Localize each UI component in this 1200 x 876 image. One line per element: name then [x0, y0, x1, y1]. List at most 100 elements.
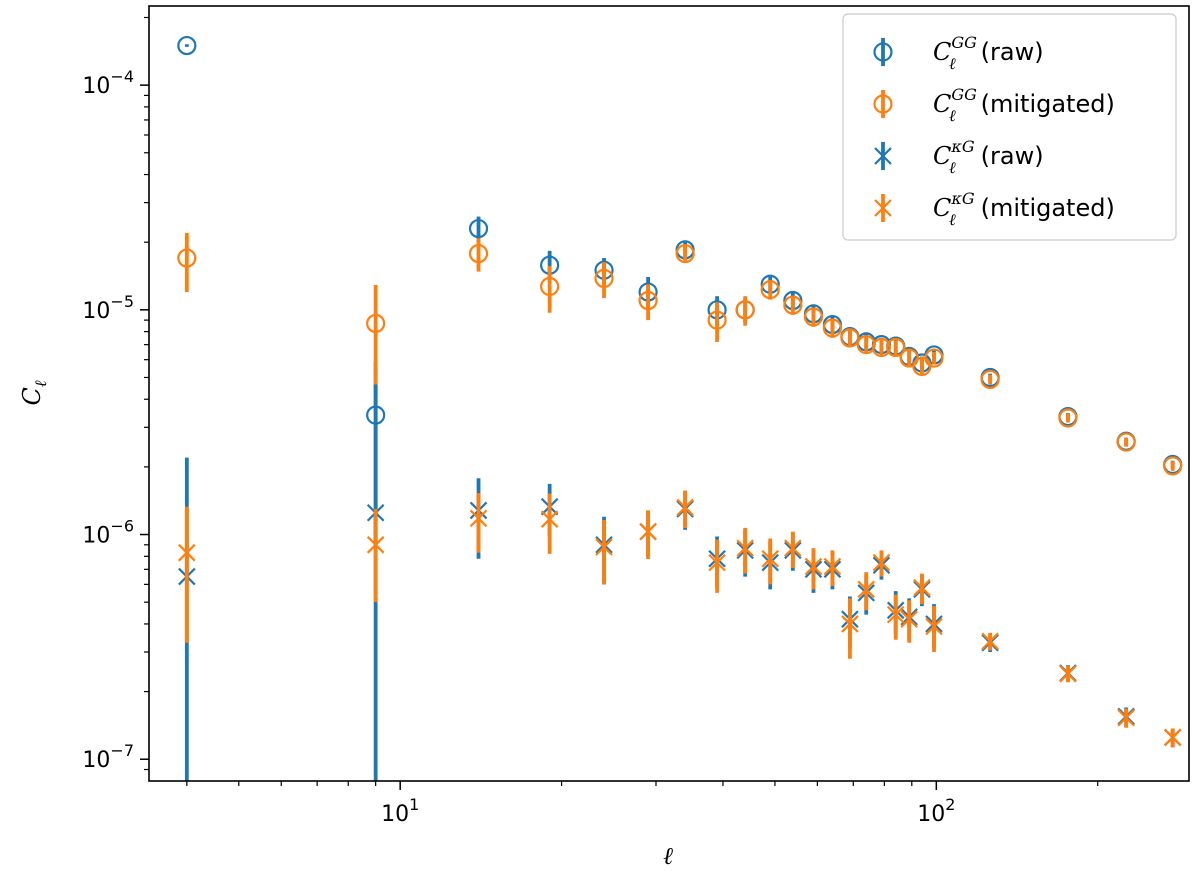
data-point	[178, 543, 196, 562]
data-point	[886, 337, 906, 358]
data-point	[366, 313, 386, 334]
svg-text:Cℓ: Cℓ	[18, 380, 50, 405]
legend-label-main: C	[933, 142, 951, 170]
legend-label: CκG ℓ (mitigated)	[933, 189, 1115, 229]
y-tick-mantissa: 10	[82, 299, 110, 324]
y-tick-mantissa: 10	[82, 74, 110, 99]
data-point	[736, 539, 754, 557]
legend-item-1: CGG ℓ (mitigated)	[873, 85, 1115, 125]
data-point	[540, 510, 559, 528]
data-point	[872, 553, 891, 572]
legend-label-suffix: (mitigated)	[973, 194, 1115, 222]
data-point	[1058, 408, 1078, 428]
legend-label-main: C	[933, 38, 951, 66]
data-point	[803, 307, 824, 327]
x-tick-mantissa: 10	[917, 802, 945, 827]
y-axis-label-sub: ℓ	[31, 380, 50, 387]
data-point	[639, 522, 657, 541]
data-point	[366, 536, 385, 554]
legend-label: CGG ℓ (mitigated)	[933, 85, 1115, 125]
y-axis-label-main: C	[18, 387, 46, 405]
series-1	[177, 232, 1183, 476]
data-point	[1163, 728, 1182, 747]
data-point	[469, 509, 488, 528]
data-point	[822, 318, 843, 338]
data-point	[913, 578, 931, 597]
data-point	[840, 328, 860, 348]
legend-label-main: C	[933, 194, 951, 222]
y-tick-exponent: −6	[110, 517, 134, 536]
y-tick-exponent: −4	[110, 67, 134, 86]
legend-label-sub: ℓ	[949, 158, 956, 177]
x-tick-mantissa: 10	[381, 802, 409, 827]
data-layer	[177, 35, 1183, 781]
data-point	[468, 218, 489, 239]
data-point	[924, 348, 944, 368]
data-point	[708, 553, 726, 572]
data-point	[900, 610, 918, 628]
major-ticks	[140, 84, 938, 790]
legend-label-main: C	[933, 90, 951, 118]
data-point	[177, 248, 197, 268]
data-point	[857, 580, 875, 599]
y-tick-label: 10−5	[82, 292, 134, 324]
legend-item-0: CGG ℓ (raw)	[873, 33, 1044, 73]
y-tick-label: 10−6	[82, 517, 134, 549]
y-tick-exponent: −5	[110, 292, 134, 311]
data-point	[841, 615, 859, 633]
x-tick-exponent: 2	[945, 795, 955, 814]
data-point	[177, 35, 197, 56]
legend-label-sub: ℓ	[949, 106, 956, 125]
legend-marker	[874, 199, 892, 217]
series-3	[178, 490, 1182, 748]
legend: CGG ℓ (raw)CGG ℓ (mitigated)CκG ℓ (raw)CκG ℓ…	[842, 13, 1177, 241]
data-point	[823, 557, 842, 576]
y-axis-label: Cℓ	[18, 380, 50, 405]
data-point	[784, 539, 802, 557]
x-tick-label: 101	[381, 795, 419, 827]
data-point	[981, 632, 999, 651]
legend-marker	[873, 94, 893, 114]
legend-marker	[873, 42, 893, 62]
data-point	[1117, 708, 1135, 727]
x-tick-label: 102	[917, 795, 955, 827]
data-point	[594, 268, 614, 289]
data-point	[1059, 665, 1077, 683]
data-point	[980, 369, 1000, 390]
data-point	[595, 538, 613, 556]
y-tick-mantissa: 10	[82, 748, 110, 773]
minor-ticks	[144, 16, 1099, 786]
legend-item-2: CκG ℓ (raw)	[874, 137, 1044, 177]
data-point	[1163, 456, 1183, 476]
legend-marker	[874, 147, 892, 165]
legend-label-sub: ℓ	[949, 210, 956, 229]
data-point	[804, 557, 823, 576]
data-point	[886, 605, 905, 624]
data-point	[925, 617, 943, 636]
plot-frame	[148, 5, 1190, 782]
x-axis-label: ℓ	[663, 842, 673, 870]
data-point	[468, 243, 489, 264]
data-point	[540, 276, 560, 297]
legend-label-suffix: (raw)	[973, 38, 1044, 66]
data-point	[675, 243, 695, 264]
legend-label-sup: κG	[950, 189, 974, 208]
legend-box	[842, 13, 1177, 241]
legend-label: CκG ℓ (raw)	[933, 137, 1044, 177]
data-point	[871, 337, 892, 358]
y-tick-mantissa: 10	[82, 524, 110, 549]
legend-label: CGG ℓ (raw)	[933, 33, 1044, 73]
legend-label-suffix: (mitigated)	[973, 90, 1115, 118]
legend-label-sup: GG	[951, 85, 977, 104]
y-tick-label: 10−7	[82, 741, 134, 773]
y-tick-exponent: −7	[110, 741, 134, 760]
data-point	[1116, 432, 1136, 452]
legend-label-sup: κG	[950, 137, 974, 156]
data-point	[783, 295, 803, 315]
legend-label-sup: GG	[951, 33, 977, 52]
legend-item-3: CκG ℓ (mitigated)	[874, 189, 1115, 229]
data-point	[707, 310, 727, 330]
data-point	[735, 300, 755, 320]
y-tick-label: 10−4	[82, 67, 134, 99]
